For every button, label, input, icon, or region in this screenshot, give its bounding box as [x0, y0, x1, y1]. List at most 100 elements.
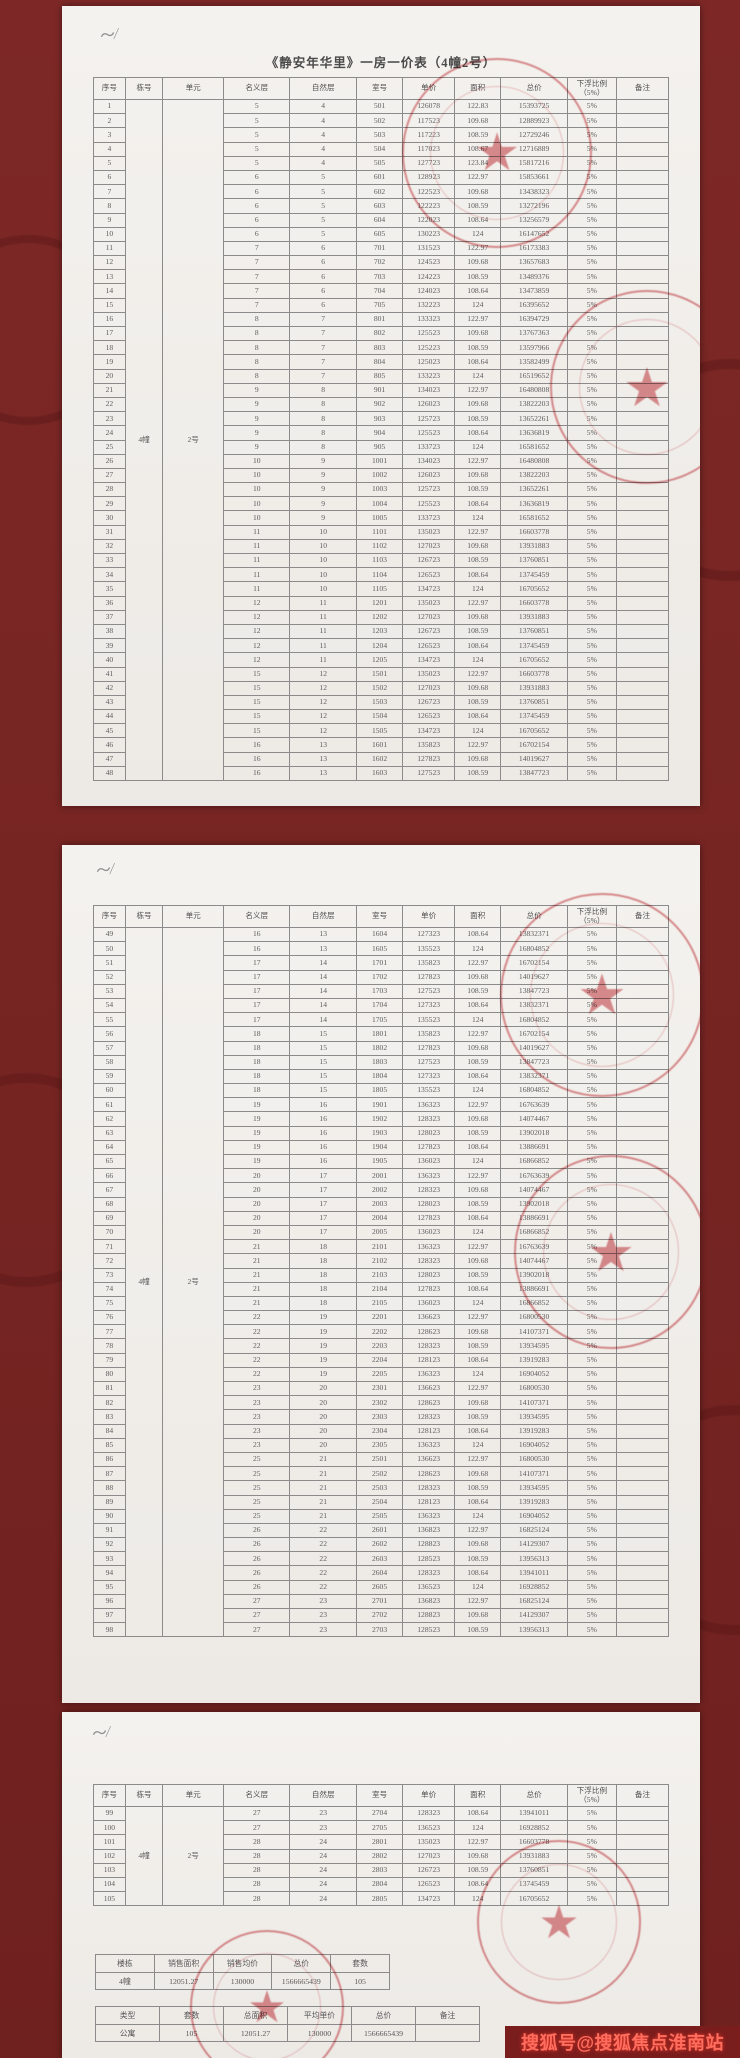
cell-nominal-floor: 15 [223, 723, 291, 739]
cell-nominal-floor: 7 [223, 269, 291, 285]
table-row: 40 12 11 1205 134723 124 16705652 5% [93, 652, 670, 668]
cell-discount: 5% [566, 1210, 617, 1226]
cell-unit-price: 128123 [402, 1494, 456, 1510]
cell-total-price: 13931883 [500, 1848, 568, 1864]
summary-header: 总面积 [223, 2006, 288, 2025]
cell-area: 122.97 [454, 1593, 502, 1610]
column-header: 单元 [162, 77, 225, 100]
cell-total-price: 16603778 [500, 595, 568, 611]
cell-unit-price: 128323 [402, 1338, 456, 1354]
cell-area: 122.97 [454, 1026, 502, 1042]
cell-nominal-floor: 22 [223, 1338, 291, 1354]
cell-area: 122.97 [454, 1834, 502, 1850]
table-row: 94 26 22 2604 128323 108.64 13941011 5% [93, 1565, 670, 1581]
cell-serial: 55 [93, 1012, 126, 1028]
cell-discount: 5% [566, 425, 617, 441]
cell-natural-floor: 10 [289, 581, 357, 597]
table-row: 50 16 13 1605 135523 124 16804852 5% [93, 941, 670, 957]
cell-remark [615, 297, 670, 313]
table-row: 79 22 19 2204 128123 108.64 13919283 5% [93, 1352, 670, 1368]
cell-unit-price: 136523 [402, 1579, 456, 1595]
cell-discount: 5% [566, 1395, 617, 1411]
cell-discount: 5% [566, 1239, 617, 1255]
cell-unit-price: 133223 [402, 368, 456, 384]
cell-serial: 7 [93, 184, 126, 200]
cell-building: 4幢 [124, 99, 164, 781]
cell-nominal-floor: 5 [223, 98, 291, 115]
cell-nominal-floor: 17 [223, 997, 291, 1014]
cell-room-no: 1902 [355, 1111, 404, 1127]
cell-unit-price: 122023 [402, 212, 456, 228]
cell-total-price: 16702154 [500, 1026, 568, 1042]
table-row: 83 23 20 2303 128323 108.59 13934595 5% [93, 1409, 670, 1425]
cell-natural-floor: 5 [289, 226, 357, 242]
cell-serial: 16 [93, 311, 126, 328]
cell-total-price: 14107371 [500, 1466, 568, 1482]
cell-area: 108.59 [454, 198, 502, 214]
cell-nominal-floor: 12 [223, 595, 291, 611]
cell-discount: 5% [566, 1805, 617, 1822]
column-header: 序号 [93, 1784, 126, 1807]
table-row: 73 21 18 2103 128023 108.59 13902018 5% [93, 1267, 670, 1283]
cell-remark [615, 1040, 670, 1056]
cell-nominal-floor: 5 [223, 141, 291, 157]
cell-nominal-floor: 9 [223, 411, 291, 427]
cell-total-price: 16866852 [500, 1224, 568, 1241]
cell-remark [615, 609, 670, 625]
column-header: 序号 [93, 905, 126, 928]
table-row: 78 22 19 2203 128323 108.59 13934595 5% [93, 1338, 670, 1354]
cell-remark [615, 1862, 670, 1878]
cell-remark [615, 354, 670, 370]
cell-natural-floor: 12 [289, 694, 357, 711]
cell-room-no: 1904 [355, 1139, 404, 1156]
cell-unit-price: 126523 [402, 638, 456, 654]
cell-serial: 39 [93, 638, 126, 654]
cell-natural-floor: 13 [289, 751, 357, 767]
table-row: 101 28 24 2801 135023 122.97 16603778 5% [93, 1834, 670, 1850]
cell-unit-price: 128523 [402, 1551, 456, 1567]
cell-unit-price: 126023 [402, 467, 456, 484]
cell-natural-floor: 18 [289, 1281, 357, 1297]
cell-discount: 5% [566, 198, 617, 214]
cell-remark [615, 1537, 670, 1553]
cell-total-price: 13652261 [500, 482, 568, 498]
cell-total-price: 16603778 [500, 666, 568, 682]
cell-room-no: 803 [355, 340, 404, 356]
cell-unit-price: 127523 [402, 765, 456, 782]
cell-serial: 1 [93, 98, 126, 115]
cell-room-no: 702 [355, 255, 404, 271]
cell-total-price: 14129307 [500, 1607, 568, 1624]
cell-room-no: 2105 [355, 1295, 404, 1312]
cell-total-price: 14074467 [500, 1182, 568, 1198]
cell-remark [615, 382, 670, 398]
cell-remark [615, 325, 670, 342]
cell-remark [615, 737, 670, 753]
cell-remark [615, 198, 670, 214]
cell-serial: 25 [93, 439, 126, 455]
cell-discount: 5% [566, 1380, 617, 1397]
cell-natural-floor: 19 [289, 1352, 357, 1368]
cell-room-no: 805 [355, 368, 404, 384]
table-row: 75 21 18 2105 136023 124 16866852 5% [93, 1295, 670, 1312]
cell-discount: 5% [566, 1139, 617, 1156]
column-header: 总价 [500, 77, 568, 100]
column-header: 名义层 [223, 1784, 291, 1807]
cell-natural-floor: 4 [289, 155, 357, 171]
cell-unit-price: 135023 [402, 666, 456, 682]
cell-area: 109.68 [454, 538, 502, 555]
cell-total-price: 13956313 [500, 1622, 568, 1638]
column-header: 名义层 [223, 77, 291, 100]
cell-nominal-floor: 17 [223, 983, 291, 999]
cell-remark [615, 1805, 670, 1822]
cell-remark [615, 226, 670, 242]
cell-serial: 45 [93, 723, 126, 739]
cell-room-no: 2002 [355, 1182, 404, 1198]
cell-remark [615, 169, 670, 186]
cell-nominal-floor: 21 [223, 1295, 291, 1312]
cell-total-price: 16904052 [500, 1366, 568, 1383]
cell-serial: 48 [93, 765, 126, 782]
cell-serial: 33 [93, 552, 126, 569]
cell-area: 108.59 [454, 1196, 502, 1212]
cell-natural-floor: 7 [289, 368, 357, 384]
cell-serial: 20 [93, 368, 126, 384]
